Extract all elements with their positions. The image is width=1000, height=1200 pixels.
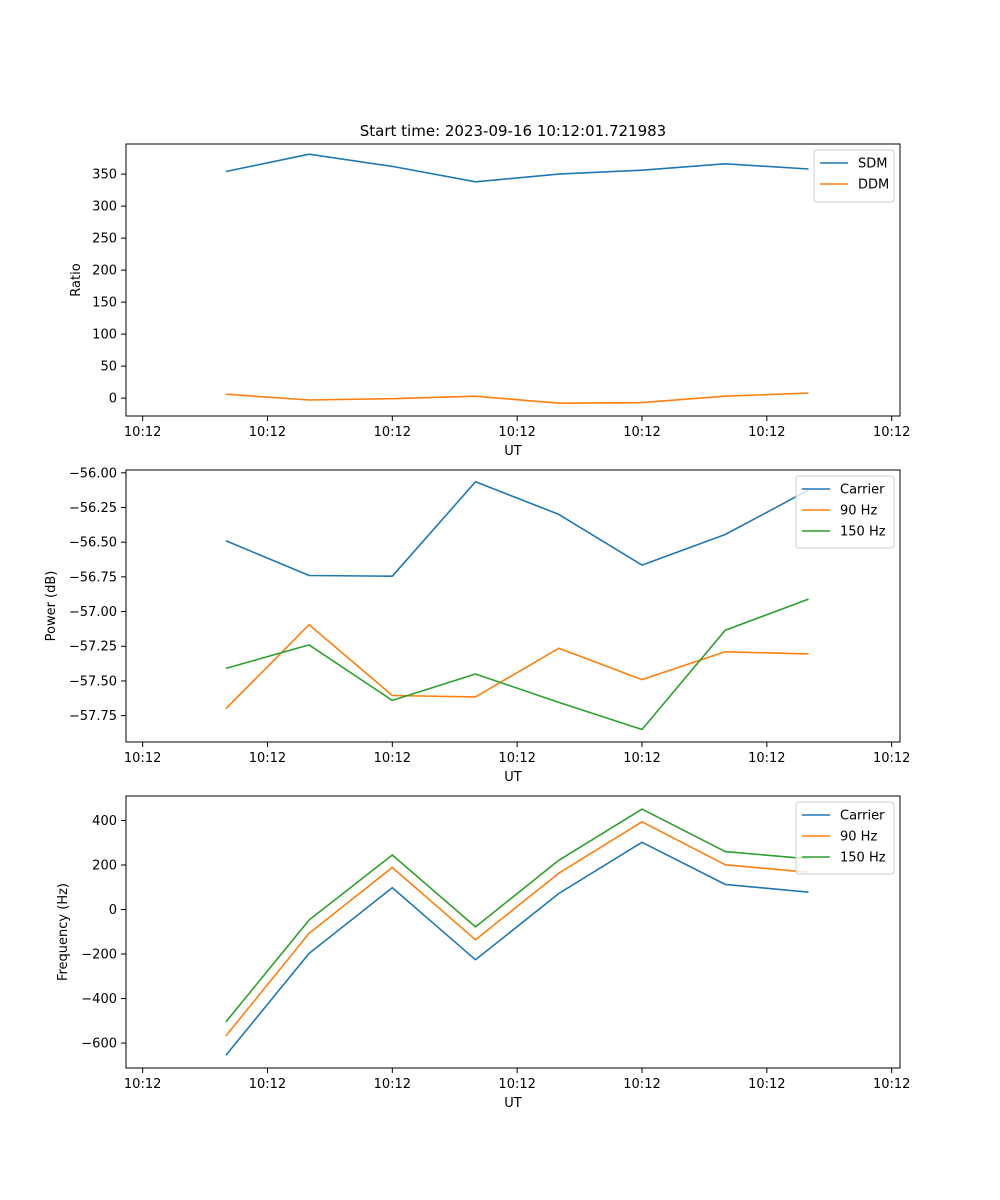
y-tick-label: −57.50 xyxy=(69,674,117,689)
x-tick-label: 10:12 xyxy=(124,425,161,440)
y-tick-label: −600 xyxy=(81,1037,117,1052)
y-tick-label: 300 xyxy=(92,200,117,215)
y-tick-label: 250 xyxy=(92,232,117,247)
x-tick-label: 10:12 xyxy=(748,751,785,766)
series-line-sdm xyxy=(225,153,809,183)
legend-entry: 90 Hz xyxy=(840,830,877,845)
y-axis-label: Power (dB) xyxy=(44,571,59,642)
legend-entry: 150 Hz xyxy=(840,525,886,540)
x-tick-label: 10:12 xyxy=(249,751,286,766)
x-tick-label: 10:12 xyxy=(249,1077,286,1092)
y-axis-label: Frequency (Hz) xyxy=(56,883,71,981)
y-axis-label: Ratio xyxy=(69,263,84,296)
legend-entry: DDM xyxy=(858,178,889,193)
x-tick-label: 10:12 xyxy=(873,425,910,440)
y-tick-label: 100 xyxy=(92,328,117,343)
x-tick-label: 10:12 xyxy=(623,425,660,440)
y-tick-label: 50 xyxy=(100,360,117,375)
axes-frame xyxy=(125,143,901,417)
x-axis-label: UT xyxy=(504,1096,522,1111)
series-line-ddm xyxy=(225,392,809,405)
y-tick-label: 200 xyxy=(92,264,117,279)
axes-container: 10:12 10:12 10:12 10:12 10:12 10:12 10:12 0 50 10… xyxy=(44,143,910,1111)
legend-box xyxy=(795,475,895,549)
x-tick-label: 10:12 xyxy=(748,1077,785,1092)
legend: Carrier 90 Hz 150 Hz xyxy=(795,801,895,875)
y-tick-label: −56.50 xyxy=(69,536,117,551)
x-tick-label: 10:12 xyxy=(249,425,286,440)
x-tick-label: 10:12 xyxy=(498,751,535,766)
series-line-carrier xyxy=(225,841,809,1056)
y-tick-label: 0 xyxy=(109,392,117,407)
y-tick-label: −57.00 xyxy=(69,605,117,620)
chart-panel-3: 10:12 10:12 10:12 10:12 10:12 10:12 10:12 −600 −… xyxy=(56,795,910,1111)
x-tick-label: 10:12 xyxy=(374,425,411,440)
series-line-carrier xyxy=(225,480,809,578)
y-tick-label: 350 xyxy=(92,168,117,183)
y-tick-label: −57.75 xyxy=(69,709,117,724)
x-tick-label: 10:12 xyxy=(374,751,411,766)
y-tick-label: −57.25 xyxy=(69,640,117,655)
x-tick-label: 10:12 xyxy=(873,1077,910,1092)
legend-entry: Carrier xyxy=(840,809,885,824)
x-tick-label: 10:12 xyxy=(623,1077,660,1092)
legend-entry: 90 Hz xyxy=(840,504,877,519)
x-tick-label: 10:12 xyxy=(873,751,910,766)
y-tick-label: 200 xyxy=(92,859,117,874)
y-tick-label: 400 xyxy=(92,814,117,829)
x-tick-label: 10:12 xyxy=(498,1077,535,1092)
figure-title: Start time: 2023-09-16 10:12:01.721983 xyxy=(360,122,666,140)
y-tick-label: 0 xyxy=(109,903,117,918)
series-line-150-hz xyxy=(225,598,809,731)
chart-panel-1: 10:12 10:12 10:12 10:12 10:12 10:12 10:12 0 50 10… xyxy=(69,143,910,459)
x-tick-label: 10:12 xyxy=(748,425,785,440)
legend-entry: 150 Hz xyxy=(840,851,886,866)
x-tick-label: 10:12 xyxy=(374,1077,411,1092)
axes-frame xyxy=(125,469,901,743)
series-line-150-hz xyxy=(225,808,809,1023)
x-tick-label: 10:12 xyxy=(124,1077,161,1092)
x-axis-label: UT xyxy=(504,770,522,785)
legend-box xyxy=(795,801,895,875)
series-line-90-hz xyxy=(225,623,809,710)
y-tick-label: −56.25 xyxy=(69,501,117,516)
y-tick-label: −56.00 xyxy=(69,466,117,481)
x-axis-label: UT xyxy=(504,444,522,459)
series-line-90-hz xyxy=(225,820,809,1037)
legend: Carrier 90 Hz 150 Hz xyxy=(795,475,895,549)
x-tick-label: 10:12 xyxy=(498,425,535,440)
y-tick-label: −400 xyxy=(81,992,117,1007)
y-tick-label: 150 xyxy=(92,296,117,311)
legend-entry: Carrier xyxy=(840,483,885,498)
x-tick-label: 10:12 xyxy=(124,751,161,766)
legend: SDM DDM xyxy=(813,149,895,203)
x-tick-label: 10:12 xyxy=(623,751,660,766)
legend-entry: SDM xyxy=(858,157,887,172)
y-tick-label: −200 xyxy=(81,948,117,963)
axes-frame xyxy=(125,795,901,1069)
chart-panel-2: 10:12 10:12 10:12 10:12 10:12 10:12 10:12 −57.7… xyxy=(44,466,910,785)
y-tick-label: −56.75 xyxy=(69,570,117,585)
